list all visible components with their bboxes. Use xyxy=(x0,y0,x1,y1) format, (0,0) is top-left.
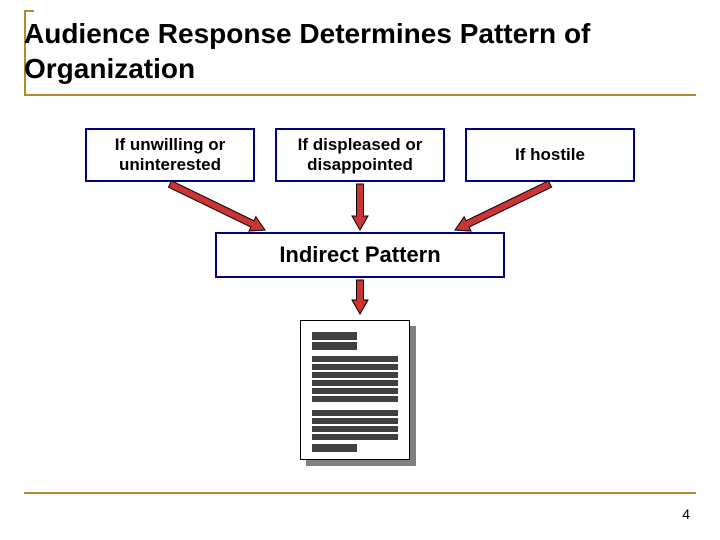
arrow xyxy=(352,280,368,314)
condition-box-hostile: If hostile xyxy=(465,128,635,182)
document-text-line xyxy=(312,444,357,452)
document-text-line xyxy=(312,418,398,424)
document-text-line xyxy=(312,434,398,440)
condition-label: If hostile xyxy=(515,145,585,165)
page-number: 4 xyxy=(682,506,690,522)
condition-label: If unwilling or uninterested xyxy=(91,135,249,174)
document-text-line xyxy=(312,332,357,340)
bottom-rule xyxy=(24,492,696,494)
condition-box-displeased: If displeased or disappointed xyxy=(275,128,445,182)
result-label: Indirect Pattern xyxy=(279,242,440,268)
title-area: Audience Response Determines Pattern of … xyxy=(24,16,696,86)
arrow xyxy=(455,181,552,231)
condition-label: If displeased or disappointed xyxy=(281,135,439,174)
document-text-line xyxy=(312,380,398,386)
document-text-line xyxy=(312,396,398,402)
page-title: Audience Response Determines Pattern of … xyxy=(24,16,696,86)
document-text-line xyxy=(312,356,398,362)
document-text-line xyxy=(312,410,398,416)
condition-box-unwilling: If unwilling or uninterested xyxy=(85,128,255,182)
arrow xyxy=(168,181,265,231)
document-text-line xyxy=(312,388,398,394)
title-underline xyxy=(24,94,696,96)
document-text-line xyxy=(312,372,398,378)
arrow xyxy=(352,184,368,230)
document-text-line xyxy=(312,342,357,350)
document-text-line xyxy=(312,364,398,370)
result-box-indirect: Indirect Pattern xyxy=(215,232,505,278)
document-text-line xyxy=(312,426,398,432)
